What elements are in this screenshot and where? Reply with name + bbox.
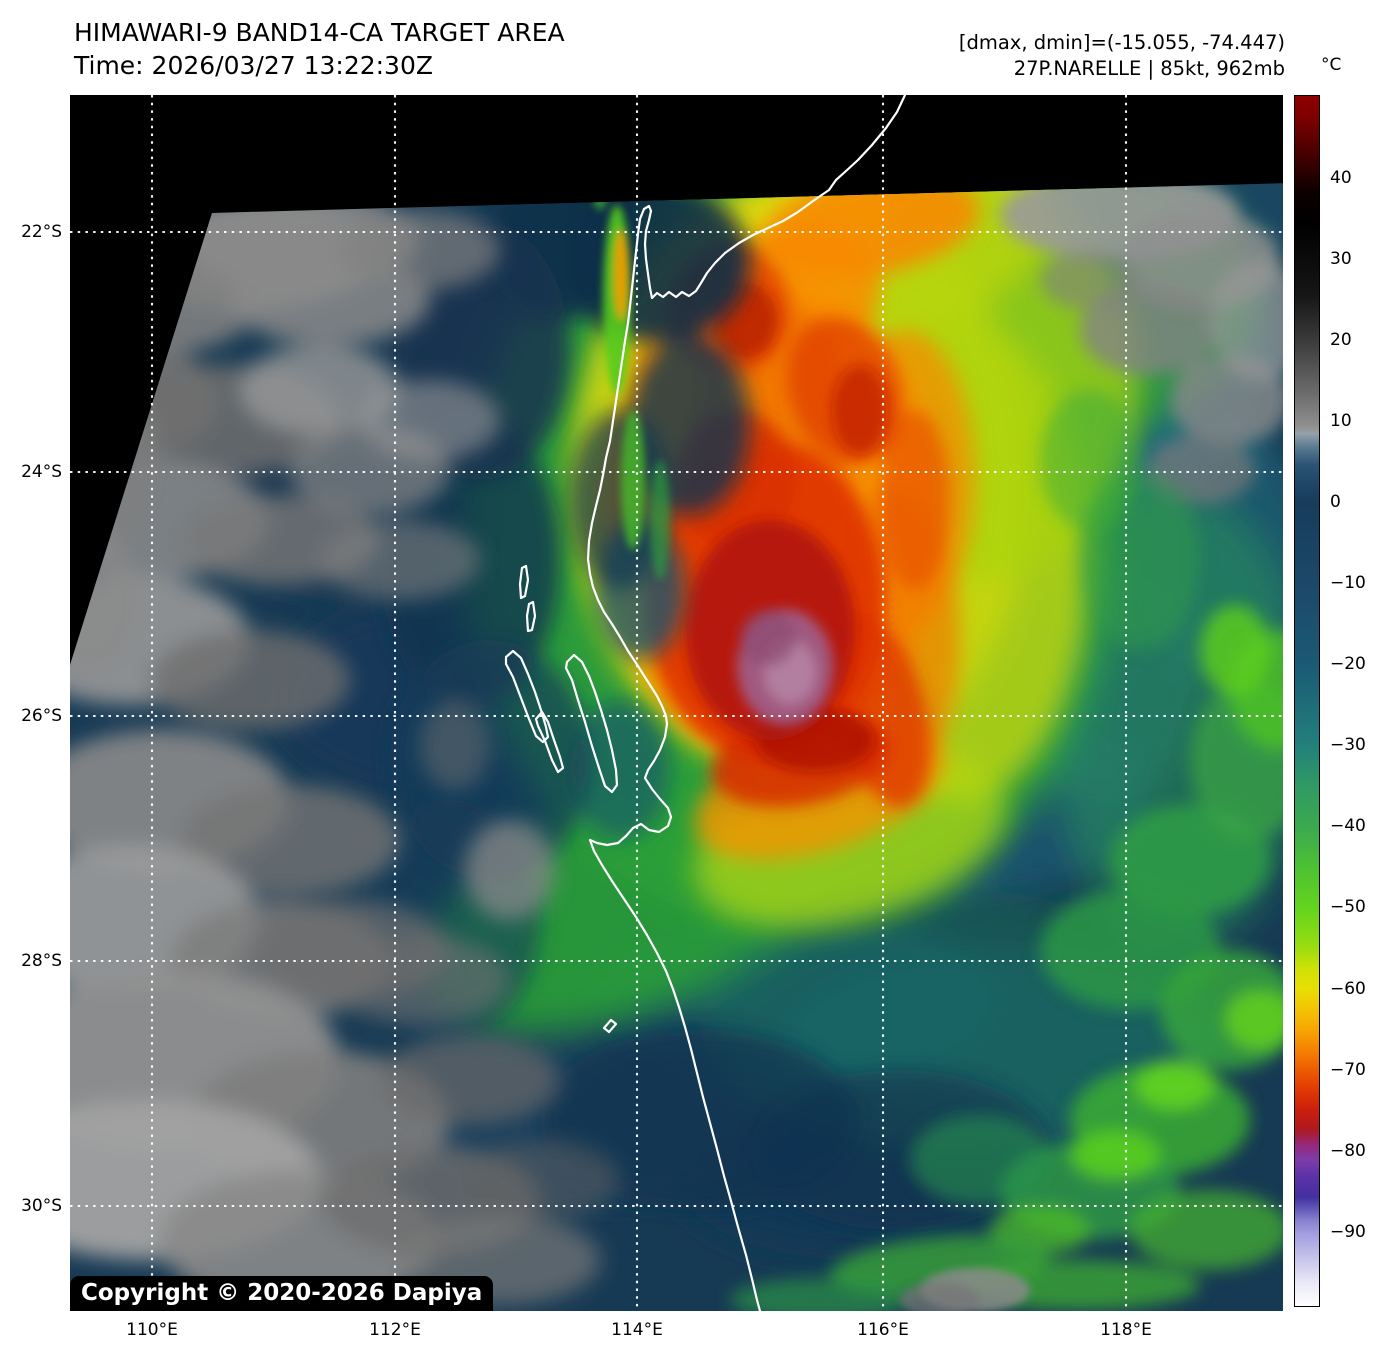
lon-tick-label: 112°E (369, 1320, 421, 1340)
satellite-image (70, 95, 1283, 1311)
colorbar-tick-label: 0 (1330, 492, 1341, 512)
colorbar-tick-label: −90 (1330, 1222, 1366, 1242)
colorbar-tick-label: −20 (1330, 654, 1366, 674)
lat-tick-label: 30°S (21, 1196, 62, 1216)
colorbar-tick-label: −10 (1330, 573, 1366, 593)
lon-tick-label: 114°E (611, 1320, 663, 1340)
lat-tick-label: 26°S (21, 706, 62, 726)
coastline-abrolhos-islet (602, 1018, 618, 1034)
storm-info-label: 27P.NARELLE | 85kt, 962mb (1013, 57, 1285, 80)
low-clouds-west (70, 190, 620, 1310)
colorbar-tick-label: 30 (1330, 249, 1352, 269)
info-block: [dmax, dmin]=(-15.055, -74.447) 27P.NARE… (959, 30, 1285, 82)
storm-center-cold-spot (737, 609, 833, 725)
coastline-peron-peninsula (564, 653, 619, 794)
colorbar-unit-label: °C (1321, 55, 1342, 75)
colorbar-tick-label: 20 (1330, 330, 1352, 350)
coastline-island-dirk-hartog (504, 649, 550, 744)
colorbar-tick-label: −80 (1330, 1141, 1366, 1161)
lon-tick-label: 110°E (126, 1320, 178, 1340)
lon-tick-label: 118°E (1100, 1320, 1152, 1340)
graticule-gridlines (70, 95, 1283, 1311)
colorbar-tick-label: −40 (1330, 816, 1366, 836)
header-block: HIMAWARI-9 BAND14-CA TARGET AREA Time: 2… (74, 16, 565, 82)
southeast-cloud-bands (730, 390, 1283, 1311)
temperature-colorbar (1294, 95, 1320, 1307)
colorbar-tick-label: −50 (1330, 897, 1366, 917)
cloud-field (70, 183, 1283, 1311)
time-label: Time: 2026/03/27 13:22:30Z (74, 51, 433, 80)
coastline-mainland (586, 95, 907, 1311)
lat-tick-label: 24°S (21, 462, 62, 482)
colorbar-tick-label: 40 (1330, 168, 1352, 188)
lat-tick-label: 22°S (21, 222, 62, 242)
copyright-badge: Copyright © 2020-2026 Dapiya (70, 1276, 494, 1311)
low-clouds-northeast (1000, 183, 1283, 505)
coastline-islet-north-a (518, 564, 530, 600)
lat-tick-label: 28°S (21, 951, 62, 971)
coastline (504, 95, 907, 1311)
coastline-islet-north-b (525, 600, 537, 633)
dmax-dmin-label: [dmax, dmin]=(-15.055, -74.447) (958, 31, 1285, 54)
lon-tick-label: 116°E (857, 1320, 909, 1340)
colorbar-tick-label: −70 (1330, 1060, 1366, 1080)
satellite-map (70, 95, 1283, 1311)
colorbar-tick-label: 10 (1330, 411, 1352, 431)
coastline-island-dorre (534, 710, 565, 774)
page-title: HIMAWARI-9 BAND14-CA TARGET AREA (74, 18, 565, 47)
colorbar-tick-label: −30 (1330, 735, 1366, 755)
colorbar-tick-label: −60 (1330, 979, 1366, 999)
